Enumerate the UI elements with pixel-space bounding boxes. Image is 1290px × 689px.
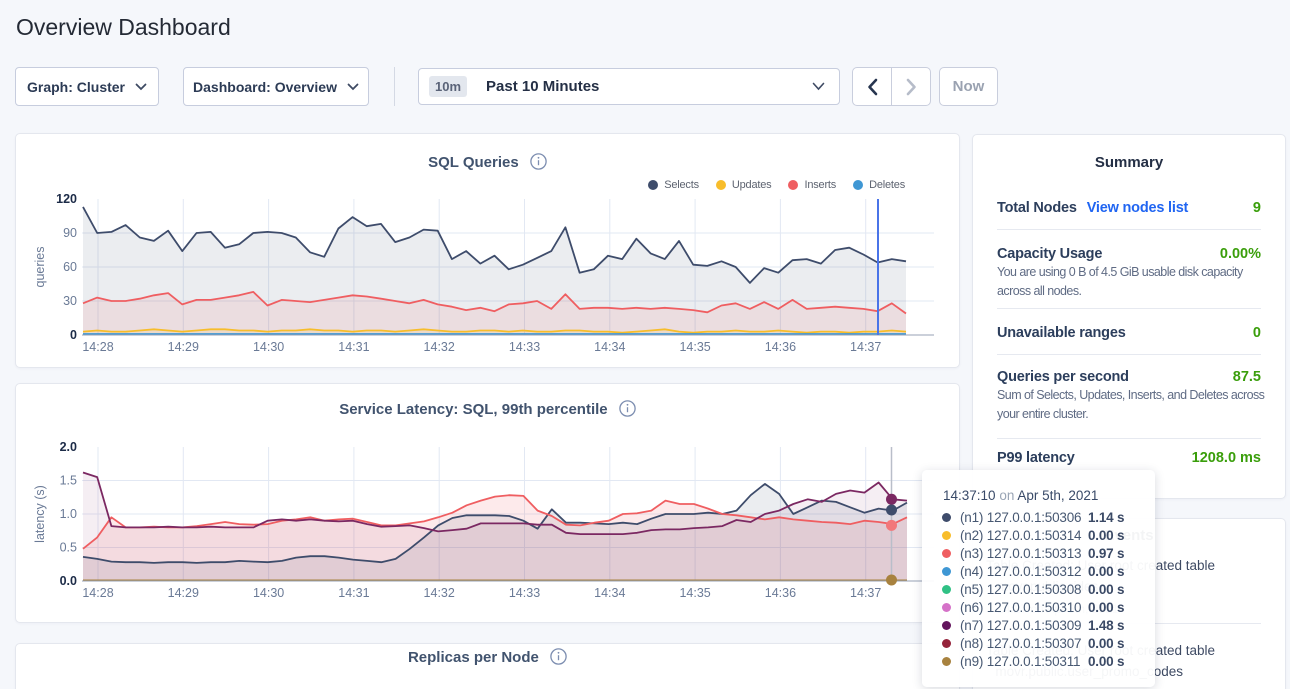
svg-text:14:29: 14:29 — [168, 586, 199, 600]
svg-text:0.5: 0.5 — [60, 541, 77, 555]
svg-text:120: 120 — [56, 192, 77, 206]
svg-text:14:30: 14:30 — [253, 586, 284, 600]
svg-text:14:35: 14:35 — [679, 586, 710, 600]
svg-text:1.5: 1.5 — [60, 474, 77, 488]
svg-text:14:36: 14:36 — [765, 340, 796, 354]
svg-text:latency (s): latency (s) — [33, 485, 47, 543]
svg-text:0.0: 0.0 — [60, 574, 77, 588]
svg-text:2.0: 2.0 — [60, 440, 77, 454]
svg-text:14:37: 14:37 — [850, 340, 881, 354]
svg-text:14:28: 14:28 — [82, 340, 113, 354]
svg-text:14:31: 14:31 — [338, 586, 369, 600]
svg-text:14:34: 14:34 — [594, 340, 625, 354]
svg-text:14:36: 14:36 — [765, 586, 796, 600]
svg-text:14:33: 14:33 — [509, 586, 540, 600]
svg-text:14:33: 14:33 — [509, 340, 540, 354]
svg-text:14:31: 14:31 — [338, 340, 369, 354]
svg-text:0: 0 — [70, 328, 77, 342]
svg-text:14:30: 14:30 — [253, 340, 284, 354]
svg-text:14:35: 14:35 — [679, 340, 710, 354]
svg-text:90: 90 — [63, 226, 77, 240]
svg-text:queries: queries — [33, 247, 47, 288]
svg-text:14:29: 14:29 — [168, 340, 199, 354]
svg-text:30: 30 — [63, 294, 77, 308]
svg-text:1.0: 1.0 — [60, 507, 77, 521]
svg-text:14:32: 14:32 — [424, 340, 455, 354]
svg-text:60: 60 — [63, 260, 77, 274]
svg-text:14:28: 14:28 — [82, 586, 113, 600]
svg-text:14:37: 14:37 — [850, 586, 881, 600]
svg-text:14:34: 14:34 — [594, 586, 625, 600]
svg-text:14:32: 14:32 — [424, 586, 455, 600]
